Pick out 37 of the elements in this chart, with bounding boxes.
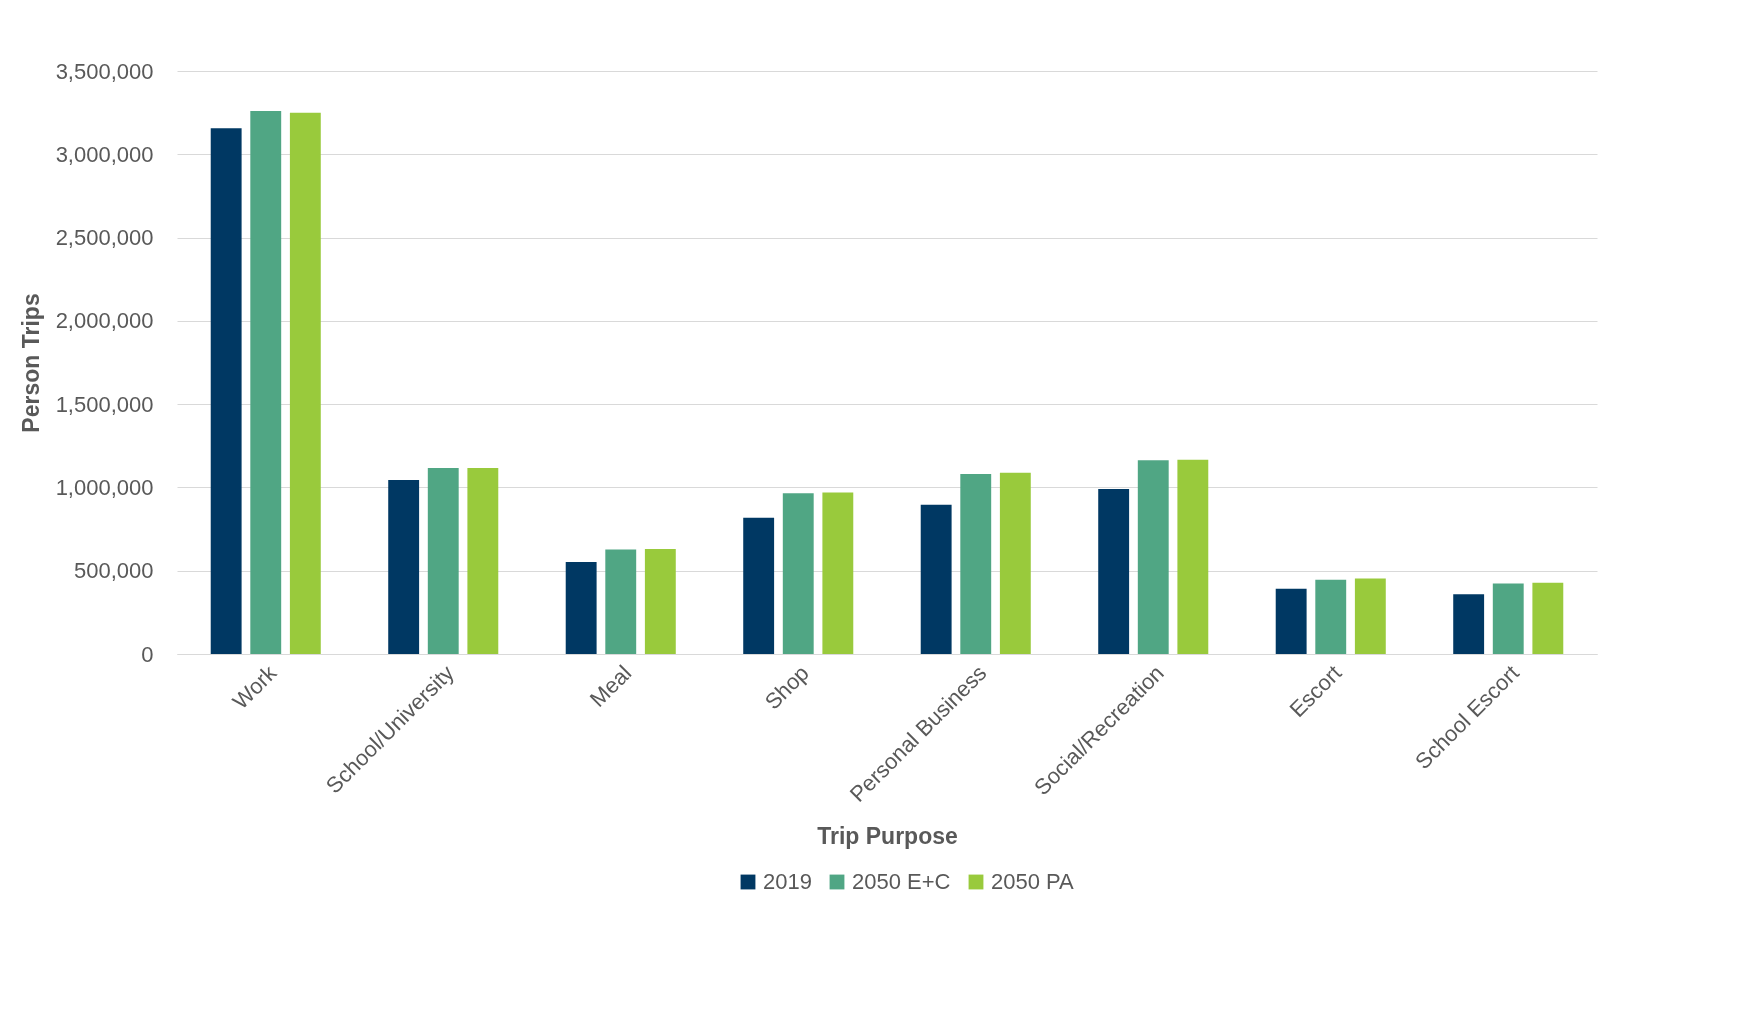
bar [250,110,282,654]
y-tick-label: 3,000,000 [55,141,154,167]
bar [605,549,637,654]
bar [467,467,499,654]
bar [822,492,854,654]
bar [782,493,814,654]
bar [1098,489,1130,654]
y-tick-label: 3,500,000 [55,58,154,84]
y-tick-label: 2,000,000 [55,308,154,334]
bar [210,128,242,654]
bar [388,479,420,654]
bar [743,517,775,654]
y-axis-title: Person Trips [17,293,44,433]
bar [1137,460,1169,654]
bar [1492,583,1524,654]
bar [1177,459,1209,654]
bar [1354,578,1386,654]
bar [1453,594,1485,654]
bar [1275,588,1307,654]
bar [427,467,459,654]
bar [999,472,1031,654]
bar [1532,582,1564,654]
bar [1315,579,1347,654]
y-tick-label: 0 [141,641,154,667]
bar [565,561,597,654]
legend-label: 2050 E+C [852,869,951,894]
legend-label: 2019 [763,869,812,894]
bar [644,548,676,654]
bar [289,112,321,654]
y-tick-label: 500,000 [73,558,154,584]
legend-label: 2050 PA [991,869,1075,894]
y-tick-label: 1,000,000 [55,474,154,500]
x-axis-title: Trip Purpose [817,823,958,850]
y-tick-label: 2,500,000 [55,225,154,251]
bar [960,473,992,654]
y-tick-label: 1,500,000 [55,391,154,417]
bar [920,504,952,654]
